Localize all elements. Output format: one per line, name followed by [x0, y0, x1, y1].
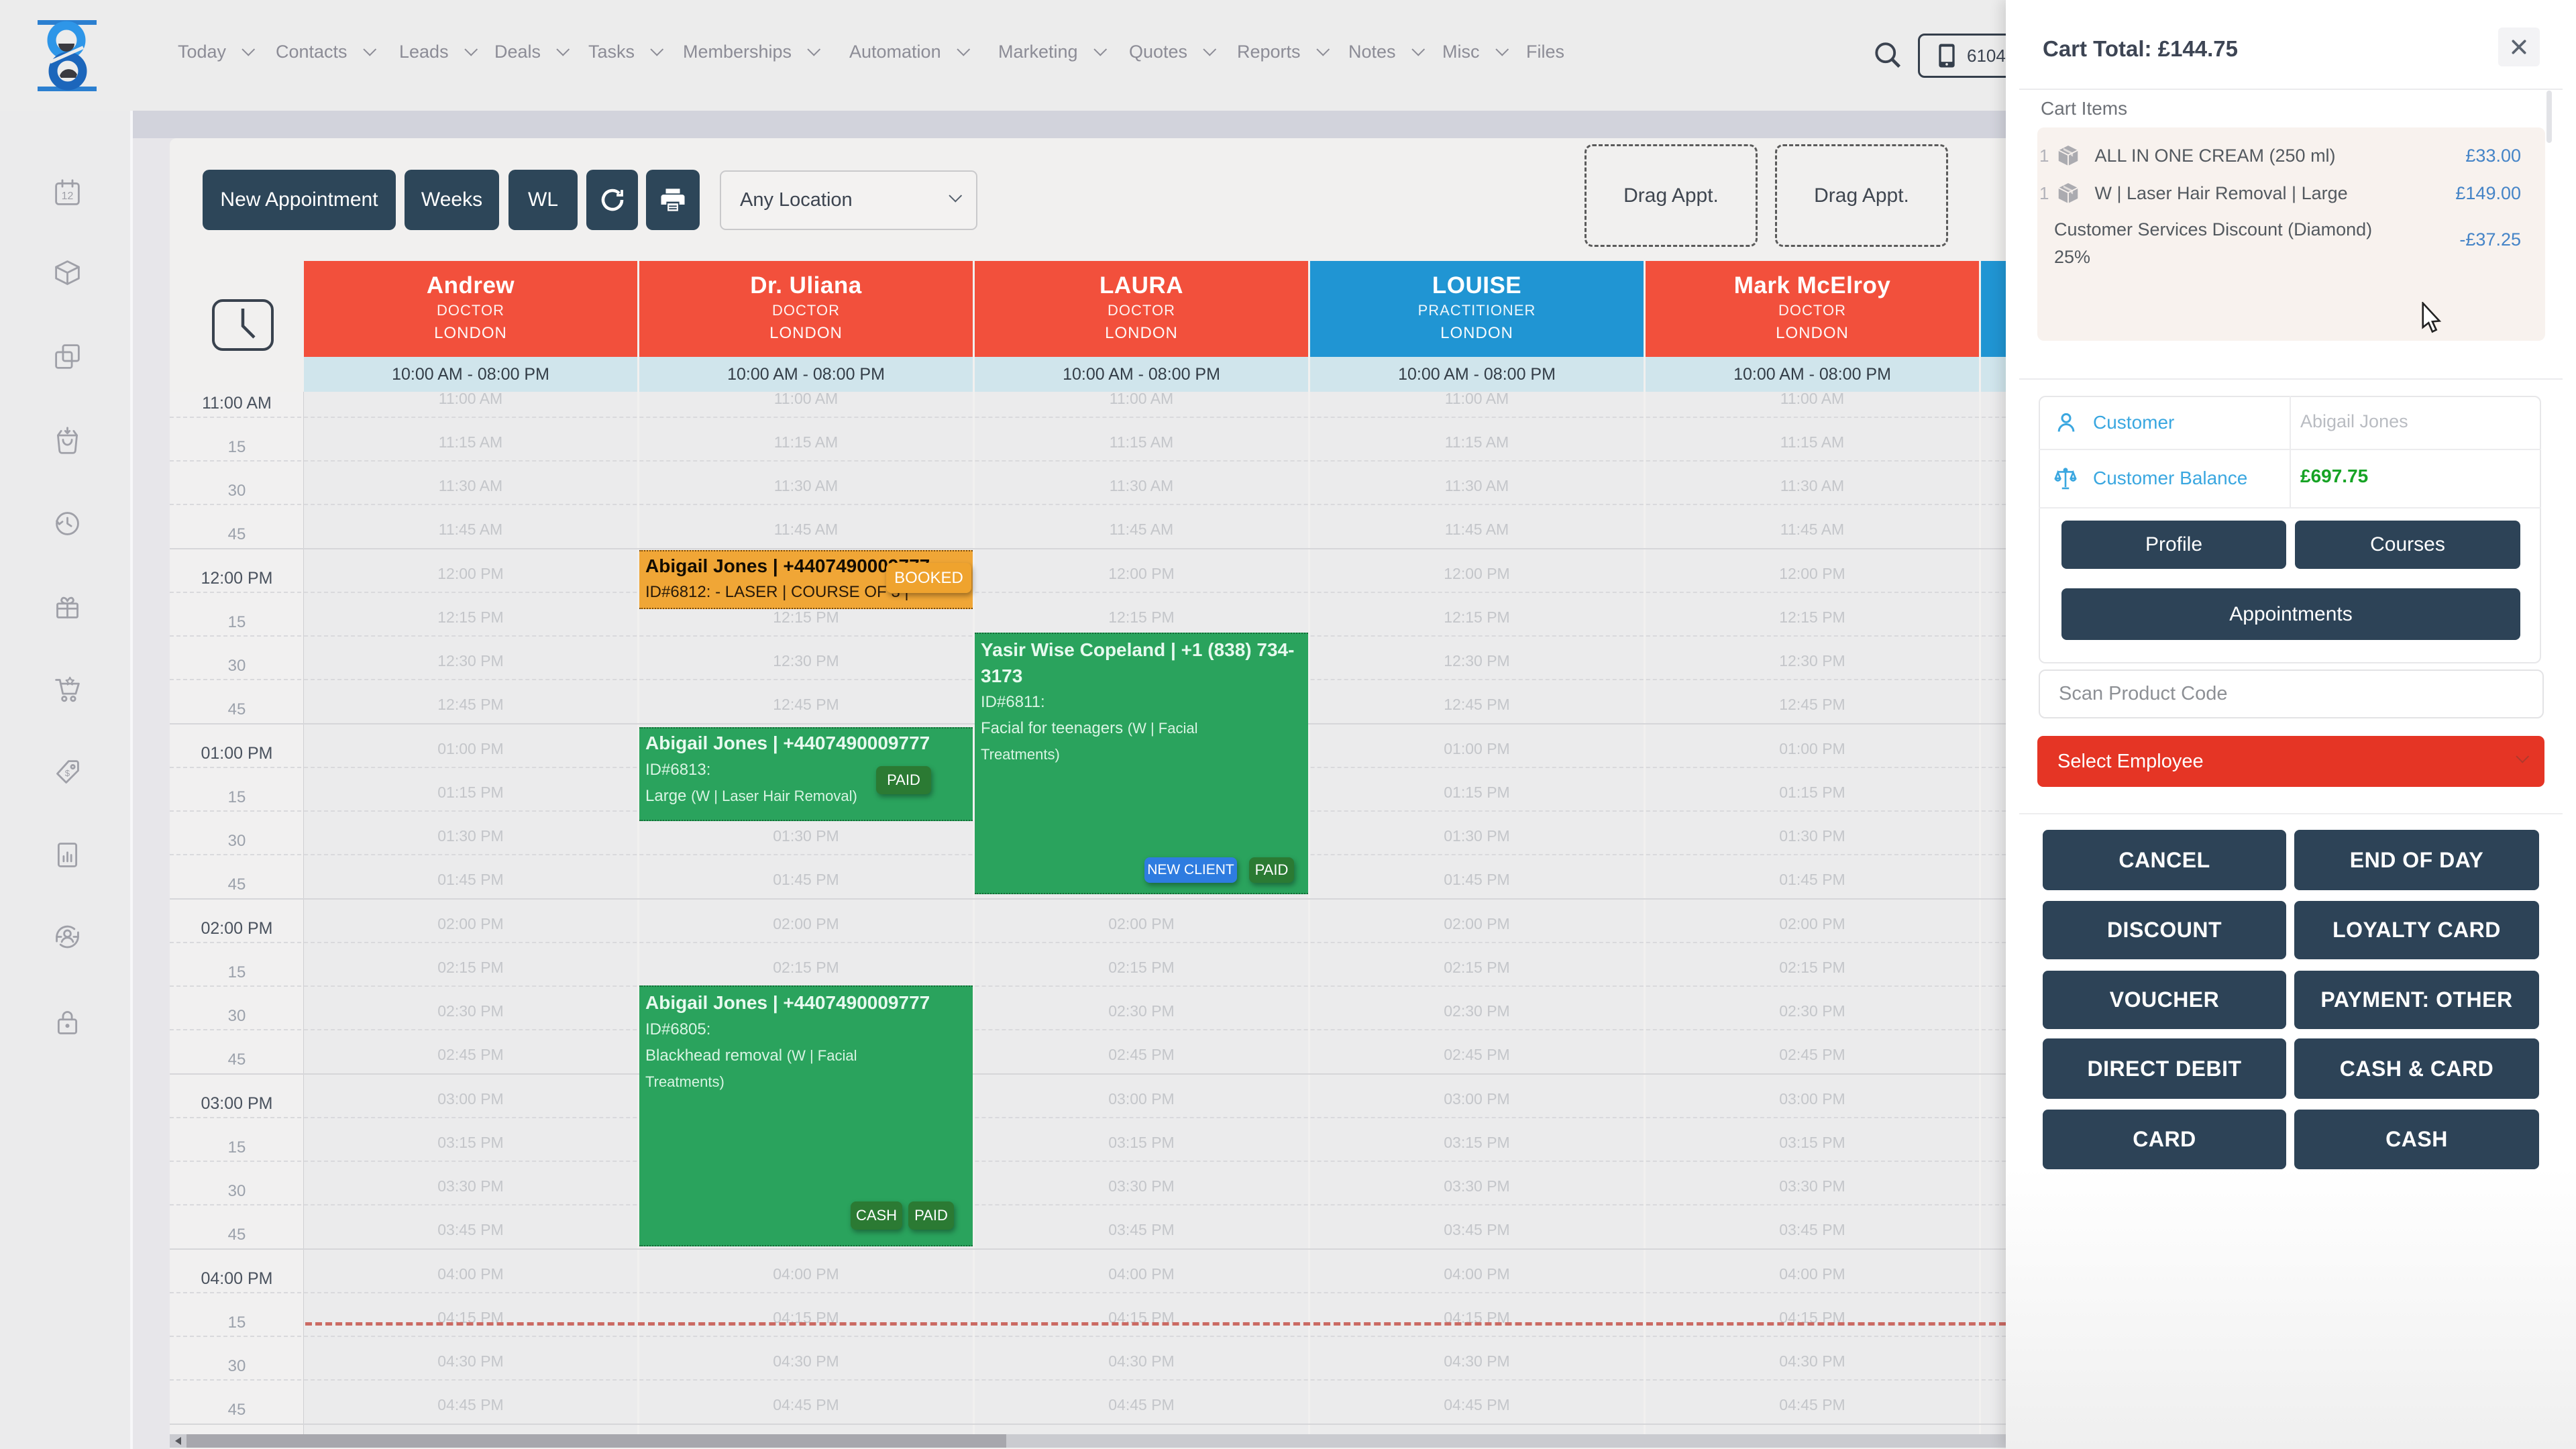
svg-text:$: $	[65, 768, 70, 778]
svg-text:12: 12	[62, 191, 74, 202]
